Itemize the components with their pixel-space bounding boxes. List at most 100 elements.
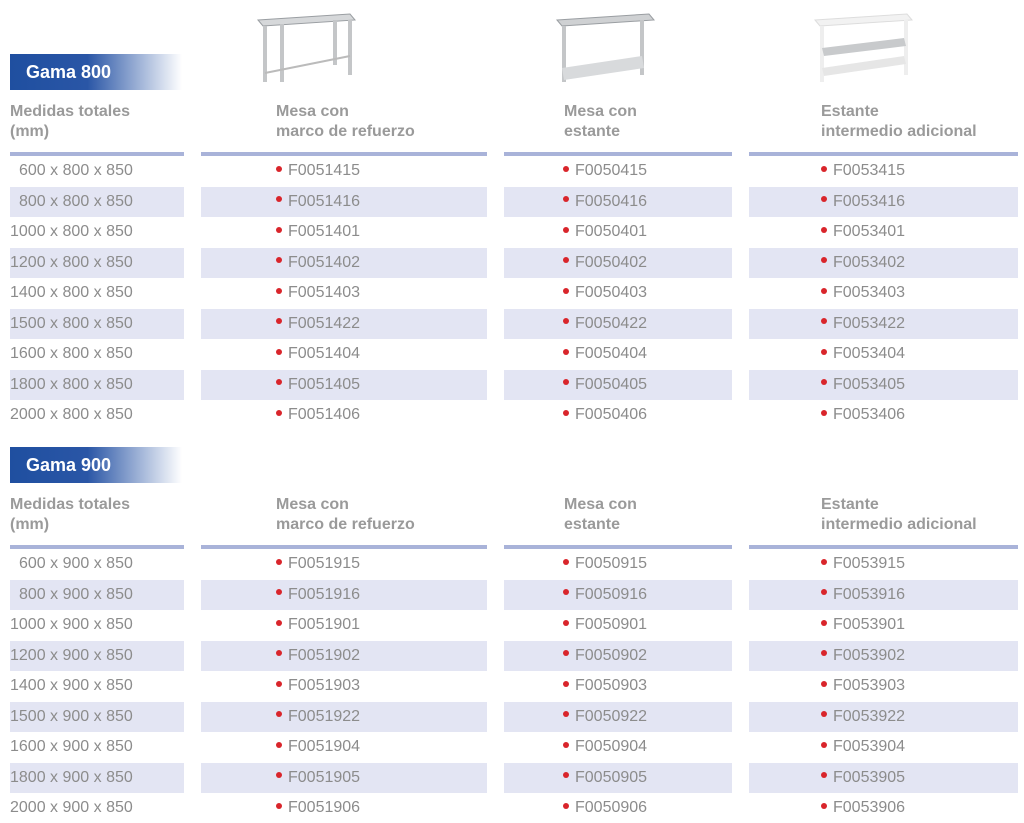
table-cell-size: 1200 x 900 x 850 — [10, 640, 184, 671]
table-cell-reinforced-frame: F0051922 — [201, 701, 487, 732]
bullet-icon — [563, 409, 569, 416]
product-code: F0050403 — [575, 284, 648, 301]
bullet-icon — [821, 558, 827, 565]
bullet-icon — [821, 772, 827, 779]
bullet-icon — [821, 257, 827, 264]
table-cell-size: 600 x 800 x 850 — [10, 156, 184, 186]
product-code: F0050902 — [575, 646, 648, 664]
bullet-icon — [276, 589, 282, 596]
table-cell-intermediate-shelf: F0053922 — [749, 701, 1018, 732]
table-cell-with-shelf: F0050915 — [504, 549, 732, 579]
table-cell-intermediate-shelf: F0053904 — [749, 732, 1018, 762]
divider — [201, 152, 487, 156]
product-code: F0053903 — [833, 677, 906, 694]
bullet-icon — [563, 741, 569, 748]
table-cell-with-shelf: F0050422 — [504, 308, 732, 339]
bullet-icon — [821, 802, 827, 809]
product-code: F0050402 — [575, 253, 648, 271]
table-cell-with-shelf: F0050904 — [504, 732, 732, 762]
product-code: F0051916 — [288, 585, 361, 603]
product-code: F0051404 — [288, 345, 361, 362]
table-cell-reinforced-frame: F0051405 — [201, 369, 487, 400]
product-code: F0051402 — [288, 253, 361, 271]
product-code: F0051903 — [288, 677, 361, 694]
dimensions: 1600 x 800 x 850 — [10, 345, 133, 362]
product-code: F0053416 — [833, 192, 906, 210]
product-code: F0050422 — [575, 314, 648, 332]
table-cell-reinforced-frame: F0051902 — [201, 640, 487, 671]
table-cell-intermediate-shelf: F0053416 — [749, 186, 1018, 217]
bullet-icon — [276, 165, 282, 172]
bullet-icon — [563, 257, 569, 264]
product-code: F0051422 — [288, 314, 361, 332]
intermediate-shelf-image — [813, 13, 914, 82]
divider — [504, 545, 732, 549]
bullet-icon — [276, 711, 282, 718]
product-code: F0053405 — [833, 375, 906, 393]
product-code: F0053415 — [833, 162, 906, 179]
table-cell-with-shelf: F0050902 — [504, 640, 732, 671]
table-cell-reinforced-frame: F0051403 — [201, 278, 487, 308]
product-code: F0050903 — [575, 677, 648, 694]
table-cell-reinforced-frame: F0051415 — [201, 156, 487, 186]
table-cell-size: 1500 x 800 x 850 — [10, 308, 184, 339]
table-cell-intermediate-shelf: F0053402 — [749, 247, 1018, 278]
table-cell-reinforced-frame: F0051905 — [201, 762, 487, 793]
dimensions: 1500 x 800 x 850 — [10, 314, 133, 332]
dimensions: 600 x 800 x 850 — [19, 162, 133, 179]
divider — [10, 152, 184, 156]
bullet-icon — [276, 619, 282, 626]
bullet-icon — [563, 379, 569, 386]
bullet-icon — [821, 680, 827, 687]
bullet-icon — [821, 226, 827, 233]
table-cell-with-shelf: F0050402 — [504, 247, 732, 278]
bullet-icon — [821, 379, 827, 386]
product-code: F0050905 — [575, 768, 648, 786]
table-cell-reinforced-frame: F0051422 — [201, 308, 487, 339]
product-code: F0050904 — [575, 738, 648, 755]
table-cell-reinforced-frame: F0051904 — [201, 732, 487, 762]
table-cell-size: 1600 x 800 x 850 — [10, 339, 184, 369]
product-code: F0053403 — [833, 284, 906, 301]
header-with-shelf: Mesa con estante — [564, 496, 637, 533]
table-cell-intermediate-shelf: F0053902 — [749, 640, 1018, 671]
header-with-shelf: Mesa con estante — [564, 103, 637, 140]
table-cell-with-shelf: F0050403 — [504, 278, 732, 308]
product-code: F0051405 — [288, 375, 361, 393]
product-code: F0053915 — [833, 555, 906, 572]
bullet-icon — [821, 589, 827, 596]
dimensions: 1800 x 800 x 850 — [10, 375, 133, 393]
bullet-icon — [563, 711, 569, 718]
table-cell-intermediate-shelf: F0053905 — [749, 762, 1018, 793]
table-cell-intermediate-shelf: F0053404 — [749, 339, 1018, 369]
table-cell-reinforced-frame: F0051404 — [201, 339, 487, 369]
table-cell-with-shelf: F0050406 — [504, 400, 732, 430]
bullet-icon — [563, 165, 569, 172]
table-cell-reinforced-frame: F0051401 — [201, 217, 487, 247]
header-intermediate-shelf: Estante intermedio adicional — [821, 496, 977, 533]
table-cell-size: 1800 x 900 x 850 — [10, 762, 184, 793]
divider — [749, 152, 1018, 156]
dimensions: 1200 x 800 x 850 — [10, 253, 133, 271]
dimensions: 1000 x 800 x 850 — [10, 223, 133, 240]
product-code: F0051922 — [288, 707, 361, 725]
product-code: F0050901 — [575, 616, 648, 633]
table-cell-reinforced-frame: F0051916 — [201, 579, 487, 610]
table-cell-size: 800 x 900 x 850 — [10, 579, 184, 610]
table-cell-intermediate-shelf: F0053405 — [749, 369, 1018, 400]
bullet-icon — [563, 680, 569, 687]
bullet-icon — [276, 379, 282, 386]
bullet-icon — [563, 650, 569, 657]
table-cell-reinforced-frame: F0051416 — [201, 186, 487, 217]
table-cell-with-shelf: F0050906 — [504, 793, 732, 823]
product-code: F0051902 — [288, 646, 361, 664]
table-cell-size: 1200 x 800 x 850 — [10, 247, 184, 278]
table-cell-size: 1000 x 800 x 850 — [10, 217, 184, 247]
table-cell-intermediate-shelf: F0053916 — [749, 579, 1018, 610]
bullet-icon — [821, 619, 827, 626]
dimensions: 2000 x 900 x 850 — [10, 799, 133, 816]
product-code: F0051416 — [288, 192, 361, 210]
bullet-icon — [276, 257, 282, 264]
product-code: F0050416 — [575, 192, 648, 210]
product-code: F0050415 — [575, 162, 648, 179]
